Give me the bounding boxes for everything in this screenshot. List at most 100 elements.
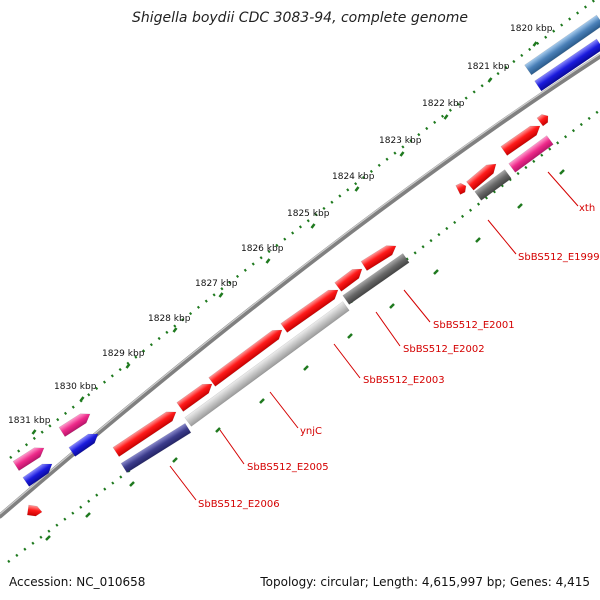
- inner-tick-1: [85, 512, 91, 518]
- gene-red-5: [334, 268, 363, 292]
- gene-labels: xth SbBS512_E1999 SbBS512_E2001 SbBS512_…: [198, 203, 600, 510]
- scale-label-1826: 1826 kbp: [241, 244, 284, 254]
- gene-pink-3: [12, 447, 45, 471]
- outer-ruler: [9, 0, 597, 459]
- scale-label-1827: 1827 kbp: [195, 279, 238, 289]
- gene-red-7: [466, 163, 497, 191]
- leader-line-4: [333, 343, 361, 379]
- gene-label-ynjc: ynjC: [300, 426, 322, 437]
- scale-tick-5: [310, 223, 316, 229]
- gene-gray-2-shape: [474, 169, 512, 201]
- genome-backbone: [0, 53, 600, 519]
- gene-red-4: [280, 289, 339, 333]
- gene-red-1-shape: [112, 411, 177, 457]
- scale-label-1822: 1822 kbp: [422, 99, 465, 109]
- gene-pink-1: [508, 135, 554, 173]
- inner-tick-5: [259, 398, 265, 404]
- gene-pink-2-shape: [58, 413, 91, 437]
- scale-tick-1: [487, 77, 493, 83]
- gene-pink-2: [58, 413, 91, 437]
- gene-blue-3-shape: [22, 463, 53, 487]
- gene-red-3-shape: [208, 329, 283, 387]
- gene-steel-1: [524, 14, 600, 76]
- gene-navy-1: [120, 422, 192, 474]
- inner-tick-7: [347, 333, 353, 339]
- gene-gray-1: [342, 253, 410, 305]
- scale-label-1825: 1825 kbp: [287, 209, 330, 219]
- scale-label-1821: 1821 kbp: [467, 62, 510, 72]
- leader-line-1: [487, 219, 517, 255]
- gene-red-9-shape: [536, 114, 549, 127]
- leader-line-6: [219, 429, 245, 465]
- gene-red-small-2: [27, 504, 43, 517]
- gene-label-e1999: SbBS512_E1999: [518, 252, 600, 263]
- gene-label-e2002: SbBS512_E2002: [403, 344, 485, 355]
- inner-tick-12: [559, 169, 565, 175]
- scale-label-1823: 1823 kbp: [379, 136, 422, 146]
- inner-tick-10: [475, 237, 481, 243]
- gene-label-e2005: SbBS512_E2005: [247, 462, 329, 473]
- scale-ticks: [31, 41, 565, 541]
- gene-blue-2-shape: [68, 433, 99, 457]
- gene-red-6: [360, 245, 397, 272]
- scale-label-1831: 1831 kbp: [8, 416, 51, 426]
- gene-red-4-shape: [280, 289, 339, 333]
- scale-tick-9: [125, 363, 131, 369]
- gene-pink-1-shape: [508, 135, 554, 173]
- gene-red-3: [208, 329, 283, 387]
- inner-tick-9: [433, 269, 439, 275]
- leader-line-3: [375, 311, 401, 347]
- gene-blue-1: [534, 38, 600, 92]
- gene-steel-1-shape: [524, 14, 600, 76]
- map-title: Shigella boydii CDC 3083-94, complete ge…: [132, 10, 468, 26]
- gene-navy-1-shape: [120, 422, 192, 474]
- scale-tick-3: [399, 151, 405, 157]
- gene-red-2-shape: [176, 383, 213, 412]
- inner-tick-3: [172, 457, 178, 463]
- scale-label-1824: 1824 kbp: [332, 172, 375, 182]
- gene-red-small-1: [455, 182, 467, 195]
- gene-label-e2003: SbBS512_E2003: [363, 375, 445, 386]
- gene-label-xth: xth: [579, 203, 595, 214]
- gene-red-8: [500, 125, 541, 156]
- scale-labels: 1820 kbp 1821 kbp 1822 kbp 1823 kbp 1824…: [8, 24, 553, 426]
- gene-pink-3-shape: [12, 447, 45, 471]
- inner-tick-8: [389, 303, 395, 309]
- scale-label-1829: 1829 kbp: [102, 349, 145, 359]
- outer-ruler-dots: [9, 0, 597, 459]
- gene-red-7-shape: [466, 163, 497, 191]
- scale-label-1830: 1830 kbp: [54, 382, 97, 392]
- gene-red-9: [536, 114, 549, 127]
- inner-tick-6: [303, 365, 309, 371]
- gene-red-8-shape: [500, 125, 541, 156]
- leader-line-2: [403, 289, 431, 323]
- gene-lightgray-1-shape: [184, 301, 350, 427]
- gene-blue-1-shape: [534, 38, 600, 92]
- gene-red-6-shape: [360, 245, 397, 272]
- gene-red-small-1-shape: [455, 182, 467, 195]
- gene-label-e2001: SbBS512_E2001: [433, 320, 515, 331]
- scale-tick-7: [218, 292, 224, 298]
- gene-lightgray-1: [184, 301, 350, 427]
- label-leaders: [169, 171, 579, 501]
- gene-blue-3: [22, 463, 53, 487]
- genome-summary-text: Topology: circular; Length: 4,615,997 bp…: [259, 575, 590, 589]
- gene-label-e2006: SbBS512_E2006: [198, 499, 280, 510]
- scale-tick-0: [532, 41, 538, 47]
- accession-text: Accession: NC_010658: [9, 575, 145, 589]
- leader-line-0: [547, 171, 579, 207]
- scale-tick-8: [172, 327, 178, 333]
- scale-label-1828: 1828 kbp: [148, 314, 191, 324]
- gene-red-2: [176, 383, 213, 412]
- scale-tick-11: [31, 429, 37, 435]
- inner-tick-4: [215, 427, 221, 433]
- inner-tick-11: [517, 203, 523, 209]
- inner-tick-2: [129, 481, 135, 487]
- scale-label-1820: 1820 kbp: [510, 24, 553, 34]
- scale-tick-4: [354, 186, 360, 192]
- scale-tick-10: [79, 396, 85, 402]
- gene-red-5-shape: [334, 268, 363, 292]
- gene-blue-2: [68, 433, 99, 457]
- gene-red-small-2-shape: [27, 504, 43, 517]
